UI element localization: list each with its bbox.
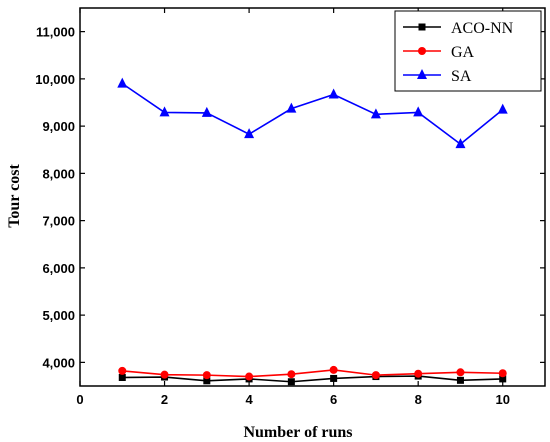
legend-swatch-marker <box>418 47 426 55</box>
series-layer <box>117 77 508 386</box>
x-tick-label: 6 <box>330 392 337 407</box>
ga-point <box>456 368 465 377</box>
y-axis-title: Tour cost <box>6 164 23 228</box>
aco-nn-point <box>118 373 126 381</box>
plot-border <box>79 7 546 387</box>
sa-point <box>286 102 297 113</box>
legend-label: GA <box>451 44 475 61</box>
y-tick-label: 10,000 <box>35 72 75 87</box>
sa-point <box>455 138 466 149</box>
legend-item-ga: GA <box>403 44 475 61</box>
legend-item-aco-nn: ACO-NN <box>403 20 514 37</box>
x-tick-label: 2 <box>161 392 168 407</box>
legend-swatch-marker <box>417 69 427 79</box>
y-axis: 4,000 5,000 6,000 7,000 8,000 9,000 10,000 11,0… <box>35 25 545 370</box>
ga-point <box>498 369 507 378</box>
x-tick-label: 10 <box>495 392 509 407</box>
ga-point <box>118 366 127 375</box>
ga-line <box>122 369 503 378</box>
ga-point <box>329 365 338 374</box>
y-tick-label: 8,000 <box>42 166 75 181</box>
y-tick-label: 9,000 <box>42 119 75 134</box>
aco-nn-point <box>499 375 507 383</box>
sa-point <box>244 128 255 139</box>
sa-point <box>201 106 212 117</box>
sa-point <box>159 106 170 117</box>
aco-nn-line <box>122 375 503 383</box>
legend-label: ACO-NN <box>451 20 514 37</box>
x-tick-label: 4 <box>245 392 253 407</box>
x-axis-title: Number of runs <box>243 424 352 441</box>
y-tick-label: 7,000 <box>42 214 75 229</box>
aco-nn-point <box>203 377 211 385</box>
y-tick-label: 4,000 <box>42 355 75 370</box>
x-axis: 0 2 4 6 8 10 <box>76 8 510 407</box>
legend-item-sa: SA <box>403 68 472 85</box>
legend-swatch-marker <box>418 23 426 31</box>
x-tick-label: 0 <box>76 392 83 407</box>
series-ga <box>118 365 507 381</box>
aco-nn-point <box>287 378 295 386</box>
x-tick-label: 8 <box>415 392 422 407</box>
ga-point <box>160 370 169 379</box>
aco-nn-point <box>330 374 338 382</box>
series-sa <box>117 77 508 149</box>
legend-label: SA <box>451 68 472 85</box>
plot-area <box>79 7 546 387</box>
y-tick-label: 6,000 <box>42 261 75 276</box>
sa-line <box>121 82 504 146</box>
y-tick-label: 11,000 <box>36 25 75 40</box>
sa-point <box>117 77 128 88</box>
sa-point <box>370 108 381 119</box>
y-tick-label: 5,000 <box>42 308 75 323</box>
ga-point <box>414 369 423 378</box>
legend: ACO-NN GA SA <box>394 10 542 92</box>
sa-point <box>413 106 424 117</box>
ga-point <box>371 371 380 380</box>
sa-point <box>497 103 508 114</box>
aco-nn-point <box>456 376 464 384</box>
ga-point <box>287 370 296 379</box>
ga-point <box>202 371 211 380</box>
ga-point <box>245 372 254 381</box>
sa-point <box>328 88 339 99</box>
